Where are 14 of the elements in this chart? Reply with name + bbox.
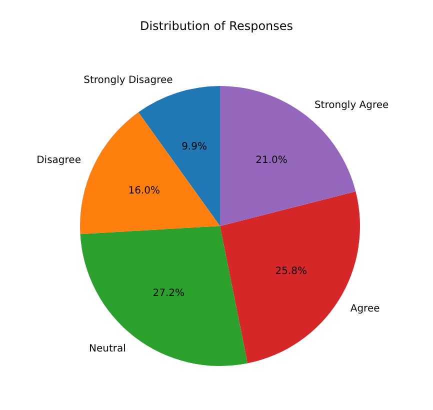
slice-label: Agree xyxy=(350,303,380,314)
slice-label: Disagree xyxy=(36,155,81,166)
data-label: 21.0% xyxy=(256,155,288,166)
data-label: 9.9% xyxy=(182,142,207,153)
pie-slice xyxy=(80,112,220,234)
data-label: 25.8% xyxy=(275,266,307,278)
pie-slice xyxy=(220,86,356,226)
slice-label: Strongly Disagree xyxy=(84,74,173,86)
chart-title: Distribution of Responses xyxy=(140,19,294,33)
data-label: 27.2% xyxy=(152,288,185,299)
slice-label: Neutral xyxy=(88,343,126,354)
slice-label: Strongly Agree xyxy=(314,100,389,111)
data-label: 16.0% xyxy=(128,185,160,196)
pie-slice xyxy=(80,226,248,366)
